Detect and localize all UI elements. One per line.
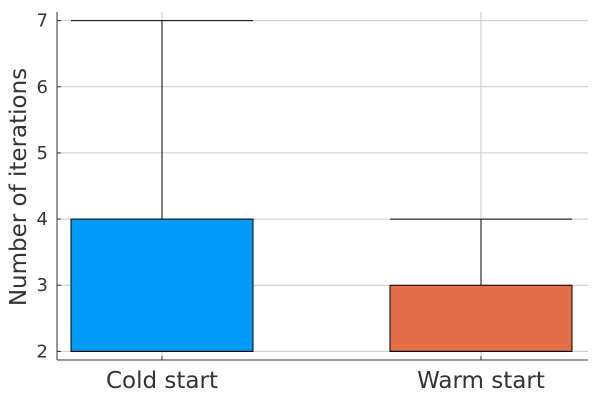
y-tick-label: 6 bbox=[37, 77, 48, 98]
tick-labels: 2 3 4 5 6 7 Cold start Warm start bbox=[37, 11, 545, 394]
y-axis-title: Number of iterations bbox=[6, 68, 32, 306]
y-tick-label: 5 bbox=[37, 143, 48, 164]
y-tick-label: 3 bbox=[37, 275, 48, 296]
box-cold-start bbox=[70, 218, 254, 352]
x-tick-label: Warm start bbox=[417, 368, 545, 394]
x-tick-label: Cold start bbox=[106, 368, 218, 394]
y-tick-label: 4 bbox=[37, 209, 48, 230]
y-tick-label: 2 bbox=[37, 341, 48, 362]
boxes bbox=[70, 20, 573, 352]
axes bbox=[56, 12, 588, 361]
box-warm-start bbox=[389, 284, 573, 352]
y-tick-label: 7 bbox=[37, 11, 48, 32]
